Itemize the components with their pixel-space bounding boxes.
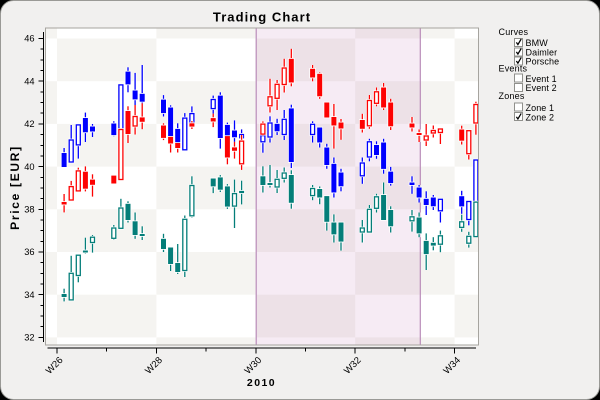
svg-text:46: 46 <box>24 34 34 44</box>
svg-text:42: 42 <box>24 119 34 129</box>
svg-text:Zone 1: Zone 1 <box>526 103 555 113</box>
svg-text:Daimler: Daimler <box>526 47 558 57</box>
svg-text:2010: 2010 <box>247 377 276 389</box>
svg-text:Trading Chart: Trading Chart <box>213 9 311 24</box>
svg-text:Events: Events <box>499 64 528 74</box>
svg-text:Price [EUR]: Price [EUR] <box>8 145 22 230</box>
svg-text:44: 44 <box>24 76 34 86</box>
svg-text:BMW: BMW <box>526 38 549 48</box>
svg-text:Event 1: Event 1 <box>526 74 557 84</box>
svg-text:38: 38 <box>24 205 34 215</box>
svg-text:Zones: Zones <box>499 91 525 101</box>
svg-text:Porsche: Porsche <box>526 57 560 67</box>
svg-text:36: 36 <box>24 247 34 257</box>
svg-text:Curves: Curves <box>499 27 529 37</box>
svg-text:32: 32 <box>24 333 34 343</box>
svg-text:Zone 2: Zone 2 <box>526 112 555 122</box>
svg-text:Event 2: Event 2 <box>526 83 557 93</box>
svg-text:34: 34 <box>24 290 34 300</box>
svg-text:40: 40 <box>24 162 34 172</box>
